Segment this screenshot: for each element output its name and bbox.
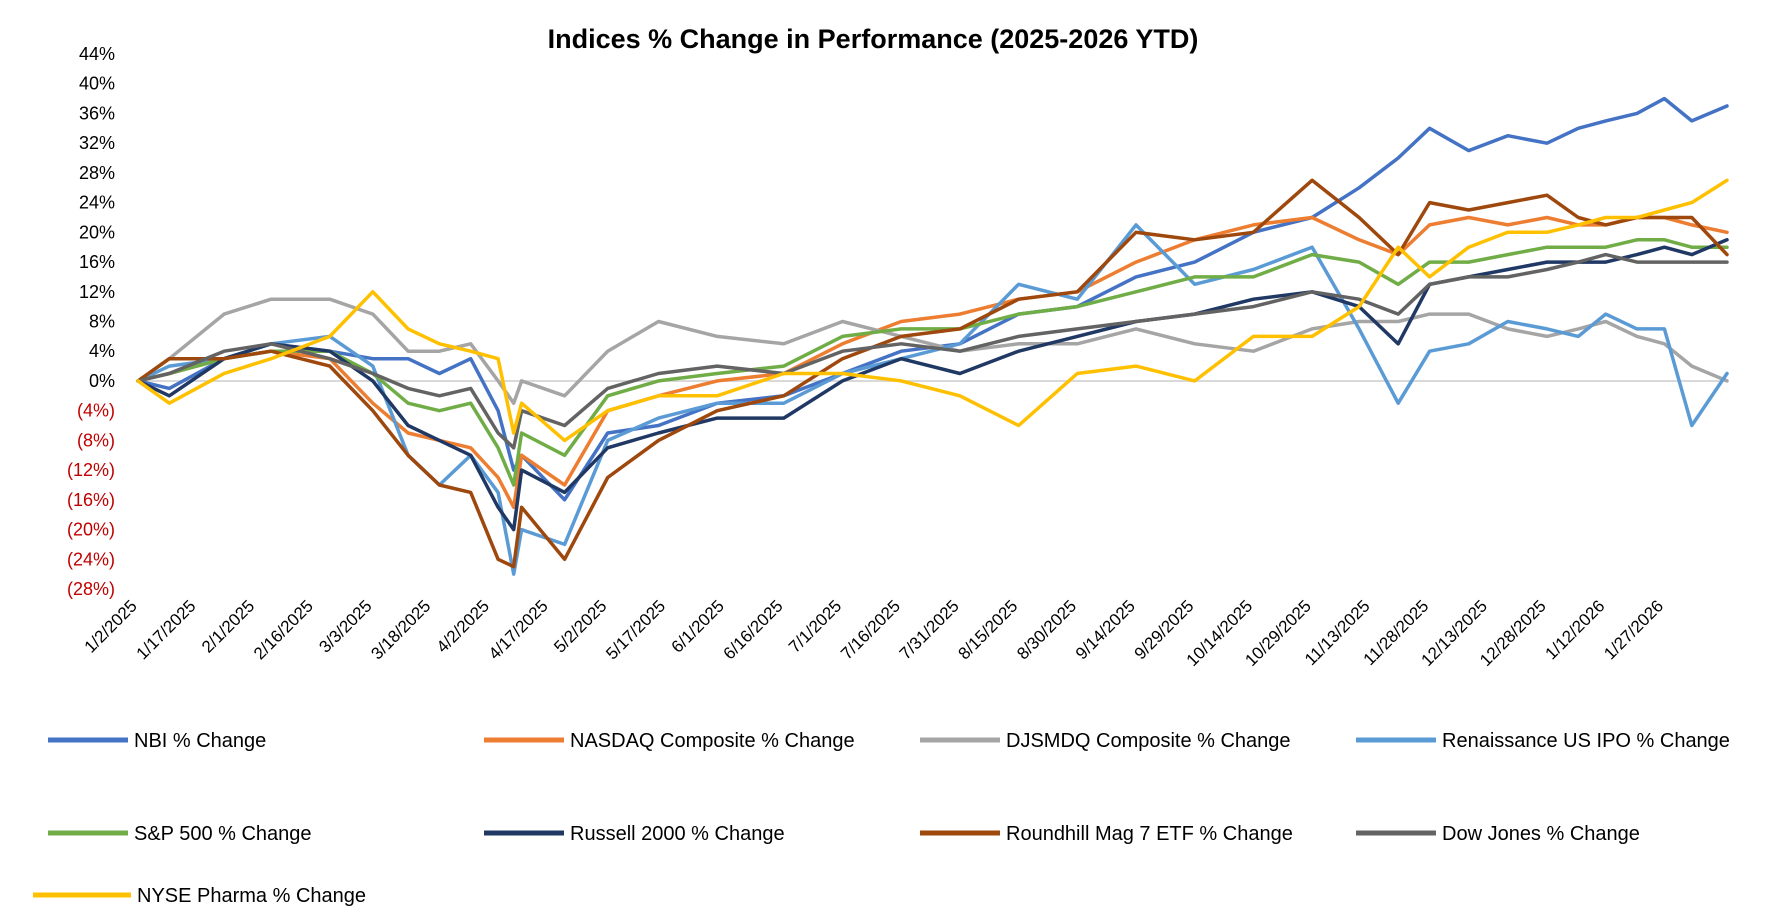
x-tick-label: 7/16/2025 (837, 596, 904, 663)
legend-label: Renaissance US IPO % Change (1442, 730, 1730, 752)
legend-label: Dow Jones % Change (1442, 823, 1640, 845)
series-line (136, 215, 1729, 510)
legend-item: NASDAQ Composite % Change (484, 730, 855, 752)
x-tick-label: 5/2/2025 (550, 596, 610, 656)
legend-label: NASDAQ Composite % Change (570, 730, 855, 752)
y-tick-label: 12% (79, 282, 115, 302)
x-tick-label: 9/14/2025 (1072, 596, 1139, 663)
series-line (136, 238, 1729, 487)
y-tick-label: (28%) (67, 579, 115, 599)
y-tick-label: (24%) (67, 549, 115, 569)
legend-label: S&P 500 % Change (134, 823, 312, 845)
series-line (136, 178, 1729, 443)
legend-item: Russell 2000 % Change (484, 823, 785, 845)
x-tick-label: 8/15/2025 (955, 596, 1022, 663)
x-tick-label: 1/27/2026 (1600, 596, 1667, 663)
legend-label: NYSE Pharma % Change (137, 885, 366, 907)
x-tick-label: 5/17/2025 (602, 596, 669, 663)
legend-item: DJSMDQ Composite % Change (920, 730, 1291, 752)
legend-item: Renaissance US IPO % Change (1356, 730, 1730, 752)
y-tick-label: 16% (79, 252, 115, 272)
legend-label: DJSMDQ Composite % Change (1006, 730, 1291, 752)
y-tick-label: 20% (79, 222, 115, 242)
y-tick-label: (12%) (67, 460, 115, 480)
legend-item: Roundhill Mag 7 ETF % Change (920, 823, 1293, 845)
x-tick-label: 1/17/2025 (133, 596, 200, 663)
y-tick-label: (20%) (67, 520, 115, 540)
y-tick-label: (4%) (77, 401, 115, 421)
x-tick-label: 7/31/2025 (896, 596, 963, 663)
x-tick-label: 4/17/2025 (485, 596, 552, 663)
series-line (136, 297, 1729, 405)
y-tick-label: 8% (89, 312, 115, 332)
series-lines (136, 96, 1729, 576)
y-tick-label: 36% (79, 103, 115, 123)
y-tick-label: 4% (89, 341, 115, 361)
legend-item: Dow Jones % Change (1356, 823, 1640, 845)
series-line (136, 252, 1729, 450)
x-tick-label: 4/2/2025 (433, 596, 493, 656)
legend-label: NBI % Change (134, 730, 266, 752)
legend-label: Russell 2000 % Change (570, 823, 785, 845)
legend-item: NYSE Pharma % Change (33, 885, 366, 907)
x-tick-label: 2/1/2025 (198, 596, 258, 656)
x-tick-label: 6/1/2025 (668, 596, 728, 656)
y-tick-label: 28% (79, 163, 115, 183)
legend-item: NBI % Change (48, 730, 266, 752)
series-line (136, 178, 1729, 569)
x-axis: 1/2/20251/17/20252/1/20252/16/20253/3/20… (81, 596, 1668, 670)
x-tick-label: 1/12/2026 (1542, 596, 1609, 663)
y-tick-label: (8%) (77, 430, 115, 450)
x-tick-label: 7/1/2025 (785, 596, 845, 656)
y-tick-label: 44% (79, 44, 115, 64)
y-tick-label: 32% (79, 133, 115, 153)
x-tick-label: 3/3/2025 (315, 596, 375, 656)
y-axis: 44% 40% 36% 32% 28% 24% 20% 16% 12% 8% 4% 0% (4%) (8%… (67, 44, 115, 599)
x-tick-label: 3/18/2025 (367, 596, 434, 663)
x-tick-label: 2/16/2025 (250, 596, 317, 663)
x-tick-label: 6/16/2025 (720, 596, 787, 663)
x-tick-label: 1/2/2025 (81, 596, 141, 656)
legend-item: S&P 500 % Change (48, 823, 312, 845)
series-line (136, 238, 1729, 532)
y-tick-label: 40% (79, 74, 115, 94)
y-tick-label: 24% (79, 193, 115, 213)
legend-label: Roundhill Mag 7 ETF % Change (1006, 823, 1293, 845)
series-line (136, 96, 1729, 502)
chart-title: Indices % Change in Performance (2025-20… (548, 24, 1199, 54)
y-tick-label: 0% (89, 371, 115, 391)
x-tick-label: 8/30/2025 (1013, 596, 1080, 663)
y-tick-label: (16%) (67, 490, 115, 510)
legend: NBI % Change NASDAQ Composite % Change DJS… (33, 730, 1730, 907)
